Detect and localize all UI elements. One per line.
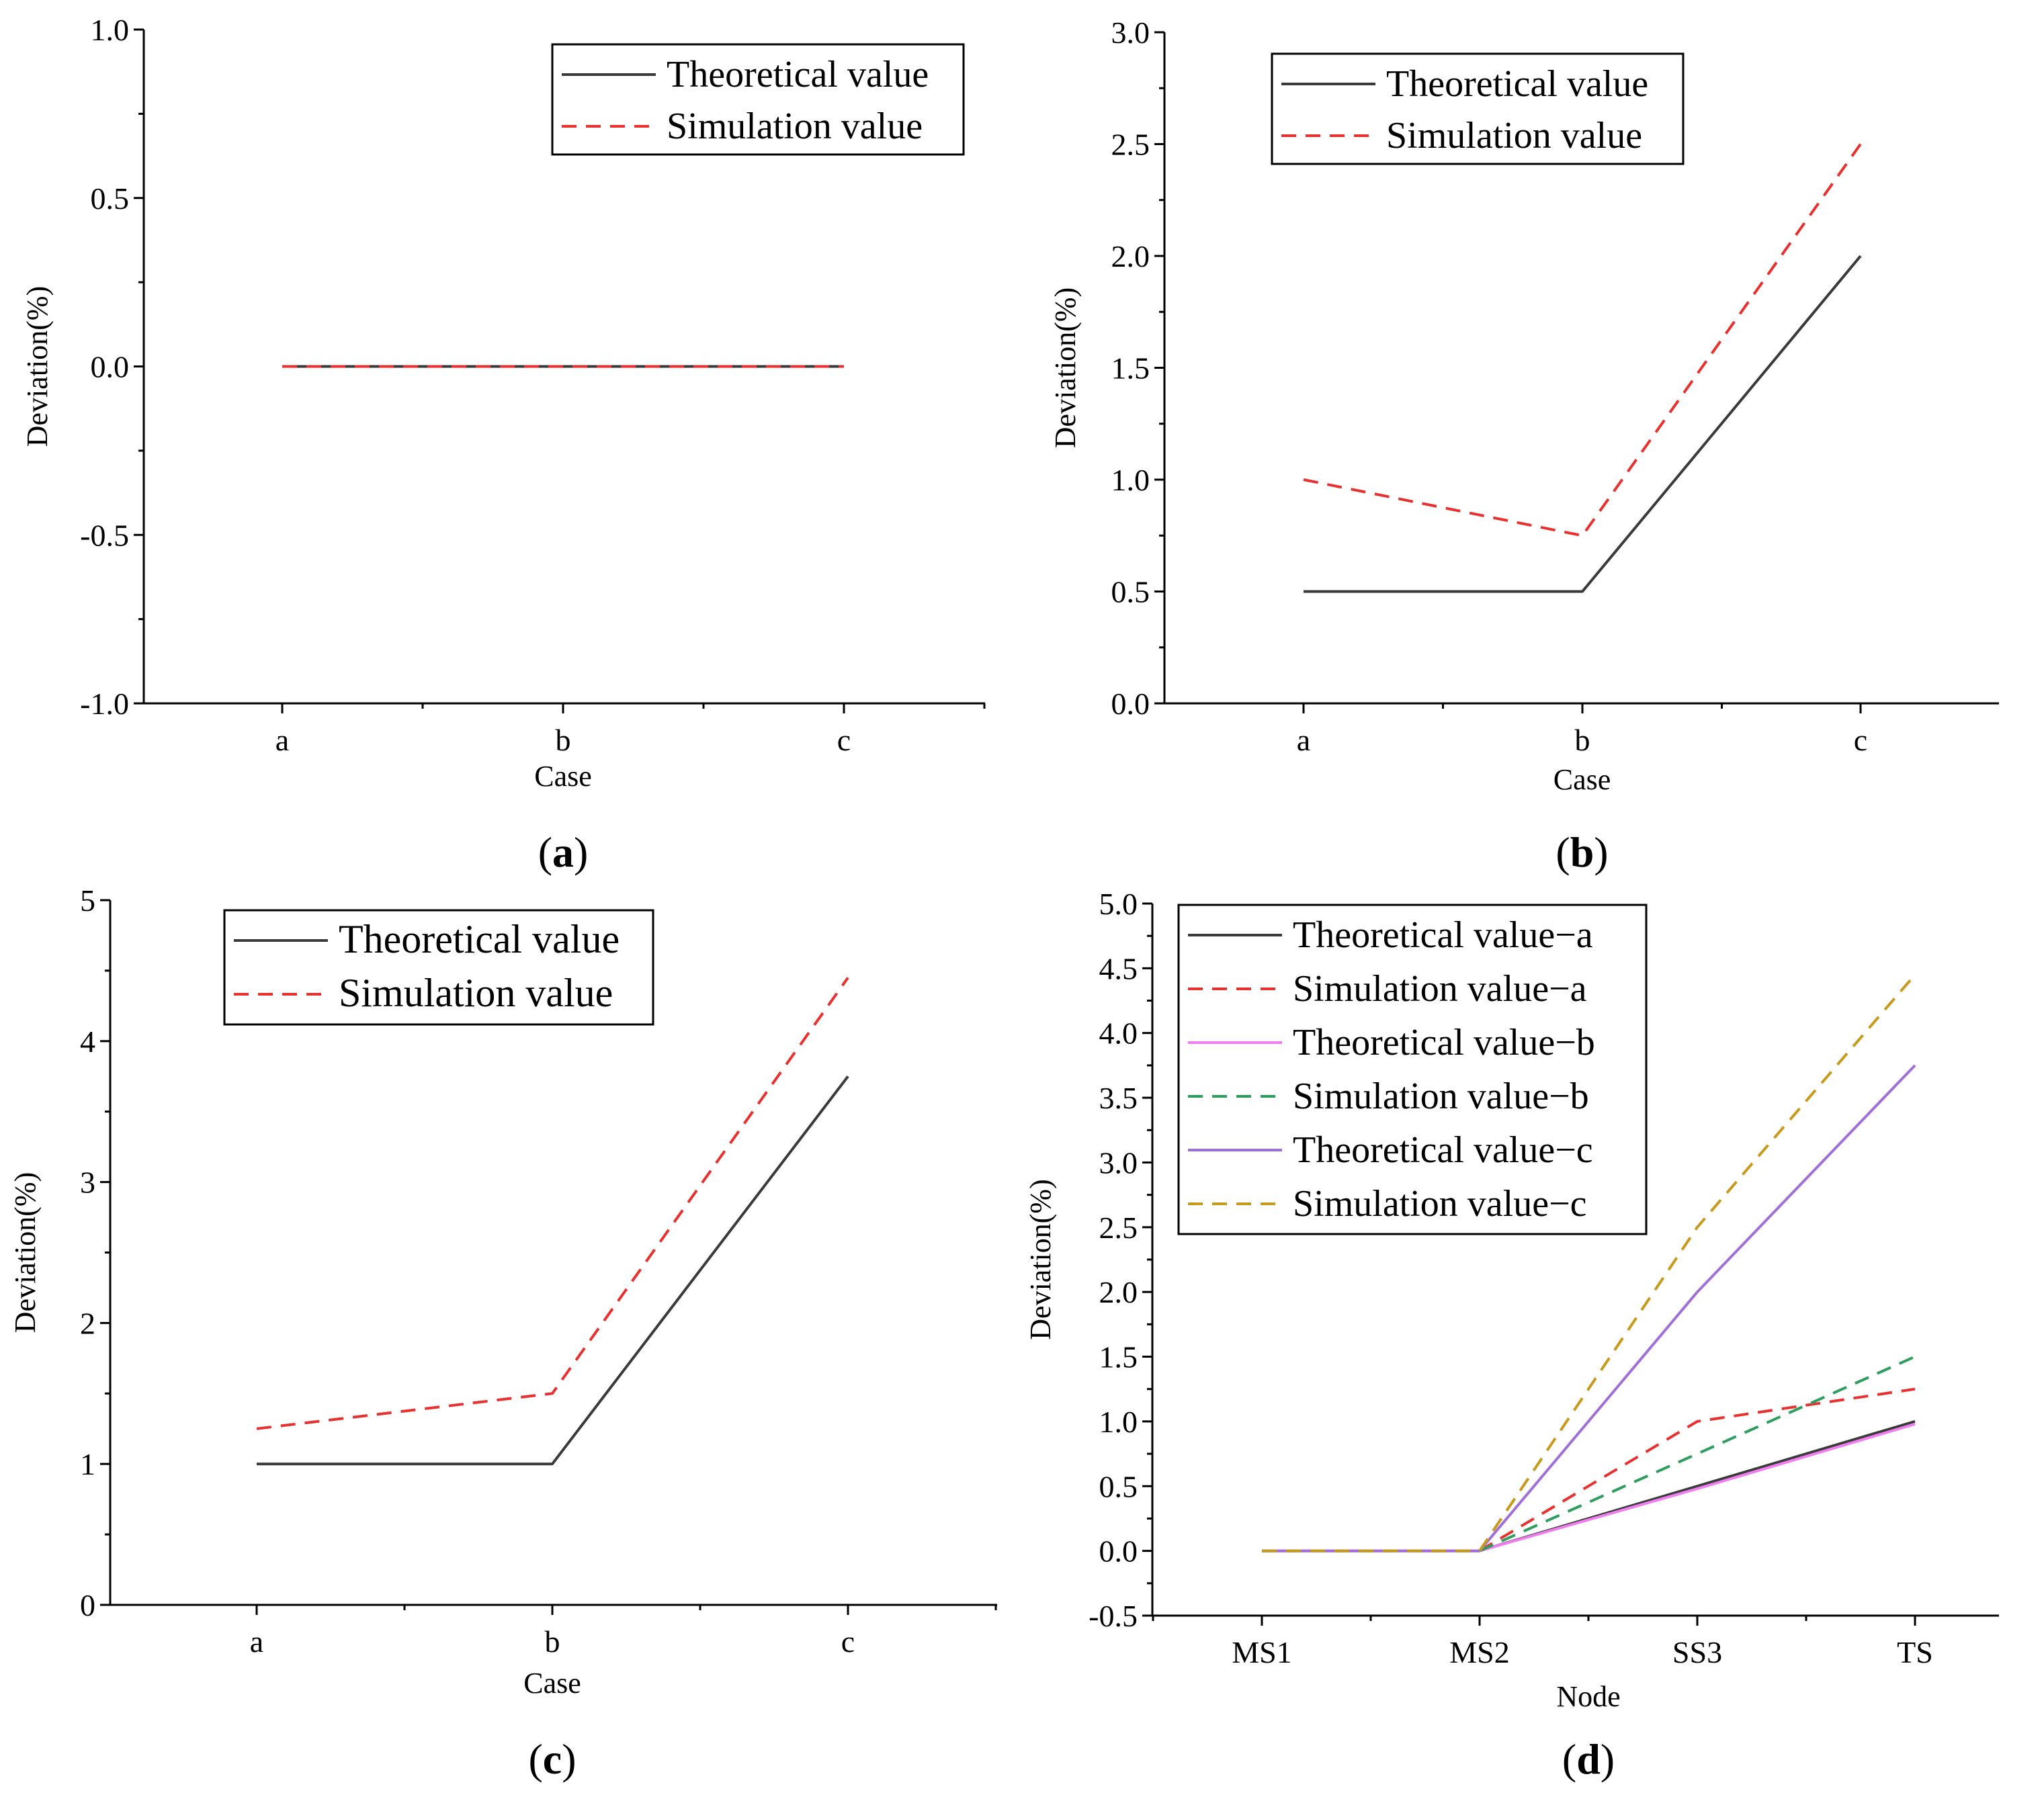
chart-panel-d: -0.5 0.0 0.5 1.0 1.5 2.0 2.5 3.0 3.5 4.0 4.5 5.0 MS1… — [1024, 887, 1999, 1783]
y-tick-label: 0.0 — [91, 350, 130, 384]
series-line — [1303, 143, 1862, 537]
y-tick-label: 2.5 — [1099, 1211, 1138, 1245]
y-tick-label: 0.0 — [1099, 1534, 1138, 1569]
panel-label: (c) — [528, 1735, 576, 1783]
x-tick-label: b — [545, 1624, 560, 1659]
x-tick-label: b — [1575, 723, 1590, 757]
legend-label: Simulation value — [339, 971, 613, 1015]
panel-label: (b) — [1556, 828, 1608, 876]
y-tick-label: 0.5 — [1111, 575, 1150, 609]
legend-label: Simulation value−a — [1293, 968, 1587, 1010]
legend-label: Theoretical value−b — [1293, 1022, 1595, 1063]
legend-box — [551, 43, 965, 156]
y-tick-label: 2 — [80, 1306, 95, 1340]
x-axis-title: Case — [523, 1667, 581, 1700]
x-tick-label: c — [837, 723, 851, 757]
y-tick-label: -0.5 — [80, 518, 129, 552]
y-tick-label: 3.0 — [1111, 15, 1150, 50]
y-tick-label: 0.5 — [1099, 1469, 1138, 1503]
y-tick-label: -0.5 — [1089, 1599, 1138, 1633]
panel-label: (a) — [538, 828, 589, 876]
legend-label: Theoretical value — [339, 917, 620, 961]
y-tick-label: 1 — [80, 1447, 95, 1481]
legend: Theoretical value Simulation value — [223, 909, 654, 1026]
y-tick-label: 3 — [80, 1166, 95, 1200]
legend-box — [223, 909, 654, 1026]
y-tick-label: 4.5 — [1099, 951, 1138, 985]
x-tick-label: MS1 — [1232, 1635, 1291, 1669]
legend: Theoretical value Simulation value — [551, 43, 965, 156]
x-tick-label: a — [250, 1624, 263, 1659]
x-tick-label: c — [841, 1624, 855, 1659]
y-tick-label: 0.5 — [91, 181, 130, 216]
legend-label: Theoretical value — [667, 54, 929, 95]
y-tick-label: -1.0 — [80, 687, 129, 721]
x-tick-label: MS2 — [1449, 1635, 1509, 1669]
y-tick-label: 1.0 — [1099, 1405, 1138, 1439]
y-tick-label: 5.0 — [1099, 887, 1138, 921]
y-axis-title: Deviation(%) — [21, 286, 54, 447]
chart-panel-c: 0 1 2 3 4 5 a b c Case Deviation(%) Theoretical val… — [9, 883, 997, 1783]
y-axis-title: Deviation(%) — [1049, 288, 1082, 448]
x-axis-title: Case — [1553, 763, 1611, 796]
legend-label: Simulation value−c — [1293, 1183, 1587, 1225]
y-tick-label: 1.0 — [1111, 463, 1150, 497]
y-tick-label: 0.0 — [1111, 687, 1150, 721]
y-tick-label: 1.5 — [1099, 1340, 1138, 1374]
legend-label: Simulation value — [1386, 115, 1642, 157]
series-line — [256, 977, 849, 1430]
x-tick-label: b — [556, 723, 571, 757]
chart-panel-b: 0.0 0.5 1.0 1.5 2.0 2.5 3.0 a b c Case Deviation(%)… — [1049, 15, 1999, 876]
legend: Theoretical value−a Simulation value−a The… — [1177, 904, 1648, 1235]
x-tick-label: c — [1854, 723, 1867, 757]
legend-box — [1271, 52, 1685, 165]
legend: Theoretical value Simulation value — [1271, 52, 1685, 165]
legend-label: Theoretical value−c — [1293, 1129, 1593, 1171]
x-tick-label: a — [275, 723, 289, 757]
x-axis-title: Node — [1556, 1680, 1620, 1713]
x-axis-title: Case — [534, 760, 592, 793]
panel-label: (d) — [1562, 1735, 1615, 1783]
x-tick-label: SS3 — [1672, 1635, 1722, 1669]
y-tick-label: 2.0 — [1111, 239, 1150, 273]
legend-label: Theoretical value — [1386, 63, 1648, 105]
y-tick-label: 2.5 — [1111, 128, 1150, 162]
y-tick-label: 4 — [80, 1024, 95, 1059]
x-tick-label: a — [1297, 723, 1310, 757]
y-axis-title: Deviation(%) — [1024, 1179, 1057, 1340]
y-tick-label: 5 — [80, 883, 95, 918]
series-line — [257, 1076, 849, 1466]
legend-label: Theoretical value−a — [1293, 914, 1593, 956]
series-line — [1262, 973, 1916, 1552]
y-tick-label: 2.0 — [1099, 1275, 1138, 1309]
y-tick-label: 4.0 — [1099, 1016, 1138, 1051]
legend-label: Simulation value−b — [1293, 1076, 1589, 1117]
legend-label: Simulation value — [667, 105, 923, 147]
legend-box — [1177, 904, 1648, 1235]
series-line — [1304, 255, 1862, 593]
y-tick-label: 1.5 — [1111, 351, 1150, 386]
series-line — [1262, 1387, 1916, 1552]
chart-panel-a: -1.0 -0.5 0.0 0.5 1.0 a b c Case Deviation(%) Theo… — [21, 13, 986, 876]
y-tick-label: 3.5 — [1099, 1081, 1138, 1115]
y-tick-label: 1.0 — [91, 13, 130, 47]
x-tick-label: TS — [1897, 1635, 1933, 1669]
y-axis-title: Deviation(%) — [9, 1172, 42, 1333]
y-tick-label: 0 — [80, 1588, 95, 1622]
y-tick-label: 3.0 — [1099, 1145, 1138, 1180]
